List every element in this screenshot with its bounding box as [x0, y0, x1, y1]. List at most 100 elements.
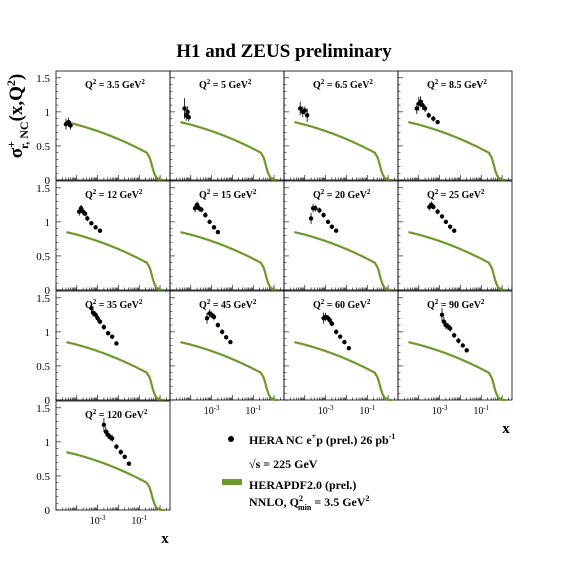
x-tick-exp: -3	[328, 404, 334, 412]
panel-label-part: 2	[93, 408, 97, 416]
panel-label-part: 2	[321, 188, 325, 196]
data-point	[451, 228, 457, 233]
data-point	[192, 206, 198, 211]
data-point	[304, 113, 310, 118]
panel-q2-25: Q2 = 25 GeV2	[397, 180, 513, 292]
data-point	[215, 229, 221, 235]
panel-label: Q2 = 3.5 GeV2	[85, 78, 145, 91]
legend-curve-sub-sup2: 2	[366, 494, 370, 503]
panel-label-part: 2	[435, 78, 439, 86]
x-tick-label: 10-3	[204, 404, 220, 417]
data-point	[317, 208, 322, 213]
data-point	[447, 326, 453, 331]
x-tick-exp: -1	[255, 404, 261, 412]
data-point	[93, 225, 98, 230]
legend-curve-sub-sup: 2	[299, 494, 303, 503]
data-point	[302, 108, 308, 113]
data-point	[78, 206, 84, 211]
panel-label-part: Q	[427, 190, 435, 201]
y-axis-label: σ+r, NC(x,Q2)	[4, 74, 31, 158]
data-point	[329, 224, 335, 229]
x-tick-base: 10	[359, 406, 369, 417]
x-tick-label: 10-1	[245, 404, 261, 417]
data-point	[109, 436, 115, 441]
data-point	[97, 228, 103, 233]
y-tick-label: 1	[45, 437, 51, 449]
panel-label: Q2 = 35 GeV2	[85, 298, 143, 311]
data-point	[342, 339, 347, 345]
legend-curve-swatch	[222, 479, 242, 485]
x-axis-label-right: x	[502, 421, 510, 437]
x-tick-base: 10	[432, 406, 442, 417]
data-point	[109, 334, 115, 339]
data-point	[443, 219, 449, 225]
data-point	[211, 225, 217, 230]
data-point	[337, 334, 343, 339]
panel-label-part: = 6.5 GeV	[324, 80, 370, 91]
panel-label-part: 2	[93, 188, 97, 196]
legend-data-text: HERA NC e	[249, 433, 312, 447]
y-tick-label: 0	[45, 505, 51, 517]
data-point	[101, 324, 107, 330]
legend-curve-sub-rest: = 3.5 GeV	[311, 495, 365, 509]
x-tick-label: 10-3	[318, 404, 334, 417]
panel-label-part: Q	[427, 80, 435, 91]
panel-label-part: 2	[321, 298, 325, 306]
panel-label-part: = 60 GeV	[324, 300, 367, 311]
data-point	[460, 343, 466, 348]
data-point	[82, 211, 88, 216]
data-point	[105, 331, 111, 336]
data-point	[194, 202, 200, 208]
data-point	[435, 119, 440, 125]
data-point	[185, 109, 190, 115]
panel-label-part: 2	[435, 188, 439, 196]
panel-label-part: 2	[369, 78, 373, 86]
y-axis-sigma: σ	[6, 147, 27, 158]
data-point	[464, 348, 469, 353]
data-point	[114, 444, 119, 449]
data-point	[321, 212, 326, 218]
legend-data-rest: p (prel.) 26 pb	[316, 433, 389, 447]
data-point	[114, 341, 119, 346]
data-point	[203, 212, 208, 218]
panel-label-part: Q	[199, 300, 207, 311]
panel-label-part: 2	[483, 78, 487, 86]
panel-label: Q2 = 15 GeV2	[199, 188, 257, 201]
panel-label-part: 2	[253, 188, 257, 196]
data-point	[97, 319, 103, 324]
x-tick-label: 10-3	[432, 404, 448, 417]
panel-label-part: = 15 GeV	[210, 190, 253, 201]
panel-label-part: 2	[435, 298, 439, 306]
panel-label: Q2 = 12 GeV2	[85, 188, 143, 201]
x-tick-exp: -1	[141, 514, 147, 522]
theory-curve	[66, 341, 165, 402]
y-tick-label: 0.5	[36, 141, 50, 153]
panel-q2-20: Q2 = 20 GeV2	[283, 180, 399, 292]
panel-label-part: Q	[427, 300, 435, 311]
legend-data-sup2: -1	[389, 432, 396, 441]
y-axis-sup: +	[4, 141, 18, 148]
panel-label-part: Q	[85, 300, 93, 311]
data-point	[182, 106, 187, 111]
panel-label-part: 2	[207, 188, 211, 196]
theory-curve	[294, 231, 393, 292]
data-point	[451, 333, 457, 338]
panel-label-part: 2	[93, 78, 97, 86]
data-point	[456, 338, 461, 343]
theory-curve	[66, 231, 165, 292]
panel-label: Q2 = 6.5 GeV2	[313, 78, 373, 91]
data-point	[420, 102, 425, 108]
data-point	[325, 219, 331, 225]
theory-curve	[180, 121, 279, 182]
panel-label-part: = 12 GeV	[96, 190, 139, 201]
panel-label-part: = 25 GeV	[438, 190, 481, 201]
theory-curve	[66, 121, 165, 182]
panel-label: Q2 = 8.5 GeV2	[427, 78, 487, 91]
theory-curve	[294, 121, 393, 182]
panel-q2-35: 00.511.5Q2 = 35 GeV2	[36, 290, 171, 407]
y-tick-label: 1	[45, 327, 51, 339]
panel-label-part: 2	[93, 298, 97, 306]
panel-label: Q2 = 120 GeV2	[85, 408, 148, 421]
y-axis-close: )	[6, 74, 27, 80]
